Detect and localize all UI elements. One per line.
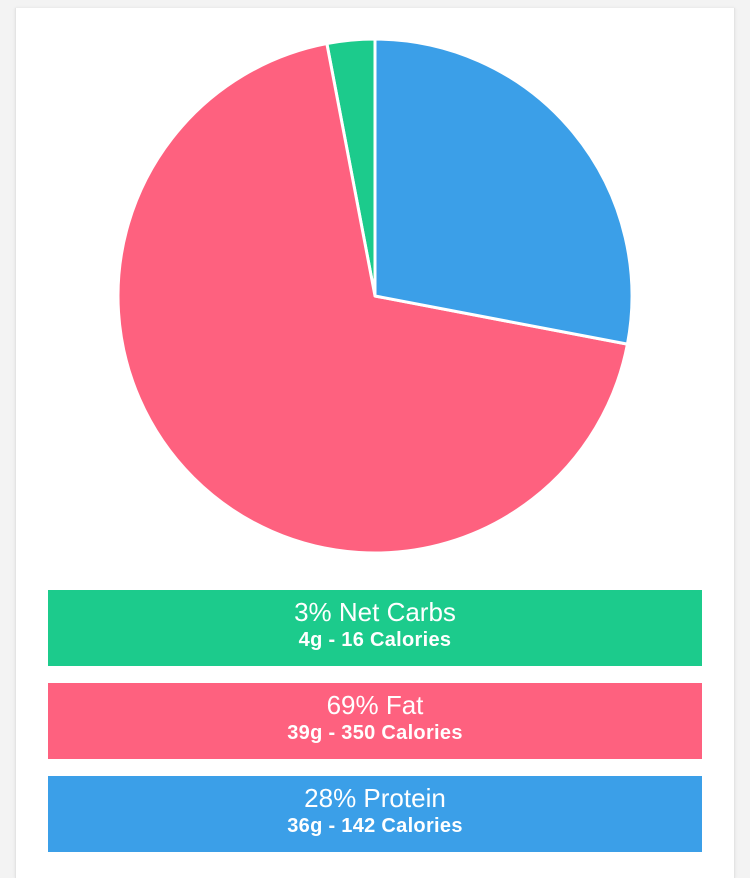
legend-net-carbs: 3% Net Carbs 4g - 16 Calories: [48, 590, 702, 666]
legend-net-carbs-detail: 4g - 16 Calories: [298, 629, 452, 651]
legend-protein: 28% Protein 36g - 142 Calories: [48, 776, 702, 852]
legend-net-carbs-title: 3% Net Carbs: [294, 597, 456, 627]
legend-fat-title: 69% Fat: [326, 690, 424, 720]
legend-fat-detail: 39g - 350 Calories: [287, 722, 463, 744]
pie-slice-fat: [116, 42, 629, 555]
macros-card: 3% Net Carbs 4g - 16 Calories 69% Fat 39…: [15, 8, 735, 878]
legend-protein-detail: 36g - 142 Calories: [287, 815, 463, 837]
macro-pie-chart: [116, 37, 634, 555]
legend-fat: 69% Fat 39g - 350 Calories: [48, 683, 702, 759]
legend-protein-title: 28% Protein: [304, 783, 446, 813]
pie-slice-protein: [373, 37, 634, 346]
